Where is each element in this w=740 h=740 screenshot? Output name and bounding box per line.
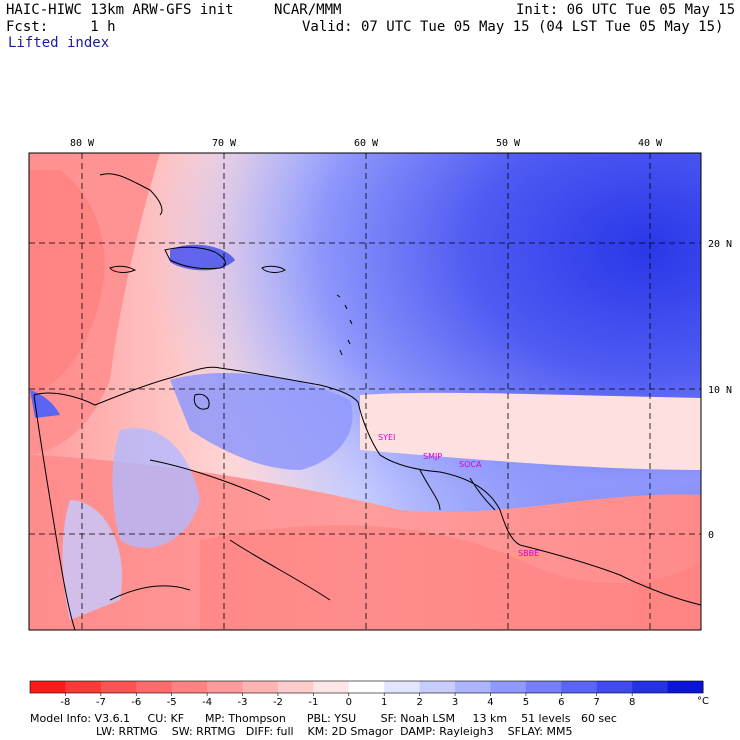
- colorbar-swatch: [242, 681, 279, 693]
- colorbar-tick-label: 5: [523, 697, 529, 708]
- colorbar-tick-label: 6: [558, 697, 564, 708]
- field-name: Lifted index: [8, 35, 110, 51]
- colorbar-frame: [29, 680, 704, 694]
- colorbar-tick-label: 4: [487, 697, 493, 708]
- colorbar-swatch: [596, 681, 633, 693]
- colorbar-tick-label: 3: [452, 697, 458, 708]
- colorbar-tick-label: -7: [96, 697, 106, 708]
- init-time: Init: 06 UTC Tue 05 May 15: [516, 2, 736, 18]
- colorbar-tick-label: 2: [416, 697, 422, 708]
- colorbar-swatch: [171, 681, 208, 693]
- colorbar-swatch: [100, 681, 137, 693]
- lon-label: 40 W: [638, 138, 663, 149]
- model-title: HAIC-HIWC 13km ARW-GFS init: [6, 2, 234, 18]
- model-info-line2: LW: RRTMG SW: RRTMG DIFF: full KM: 2D Sm…: [96, 725, 573, 738]
- colorbar-tick-label: -8: [60, 697, 70, 708]
- station-label: SYEI: [378, 433, 395, 442]
- light-band: [360, 392, 701, 470]
- colorbar-tick-label: -3: [238, 697, 248, 708]
- colorbar-tick-label: 7: [594, 697, 600, 708]
- colorbar-swatch: [30, 681, 66, 693]
- colorbar-swatch: [136, 681, 173, 693]
- colorbar-swatch: [561, 681, 598, 693]
- stable-hispaniola: [170, 244, 235, 271]
- colorbar-unit: °C: [697, 696, 709, 707]
- colorbar-swatch: [419, 681, 456, 693]
- colorbar-swatch: [277, 681, 314, 693]
- lon-label: 50 W: [496, 138, 521, 149]
- colorbar-swatch: [455, 681, 491, 693]
- colorbar-tick-label: -4: [202, 697, 212, 708]
- lat-label: 0: [708, 530, 714, 541]
- graticule: [29, 153, 701, 630]
- station-label: SBBE: [518, 549, 539, 558]
- colorbar: -8 -7 -6 -5 -4 -3 -2 -1 0 1 2 3 4 5 6 7 8: [29, 680, 704, 708]
- map-frame: [28, 152, 702, 631]
- lat-label: 10 N: [708, 385, 732, 396]
- colorbar-swatch: [384, 681, 421, 693]
- model-info-line1: Model Info: V3.6.1 CU: KF MP: Thompson P…: [30, 712, 617, 725]
- colorbar-swatch: [65, 681, 102, 693]
- colorbar-swatch: [313, 681, 350, 693]
- stable-venezuela: [170, 372, 353, 470]
- lat-label: 20 N: [708, 239, 732, 250]
- colorbar-tick-label: -1: [308, 697, 318, 708]
- station-label: SOCA: [459, 460, 482, 469]
- colorbar-tick-label: -2: [273, 697, 283, 708]
- colorbar-swatch: [207, 681, 244, 693]
- lon-label: 60 W: [354, 138, 379, 149]
- colorbar-tick-label: 0: [346, 697, 352, 708]
- valid-time: Valid: 07 UTC Tue 05 May 15 (04 LST Tue …: [302, 19, 724, 35]
- lon-label: 70 W: [212, 138, 237, 149]
- lon-label: 80 W: [70, 138, 95, 149]
- colorbar-swatch: [348, 681, 385, 693]
- organization-label: NCAR/MMM: [274, 2, 342, 18]
- colorbar-tick-label: 1: [381, 697, 387, 708]
- colorbar-swatch: [490, 681, 527, 693]
- colorbar-swatch: [525, 681, 562, 693]
- colorbar-tick-label: -5: [167, 697, 177, 708]
- colorbar-tick-label: 8: [629, 697, 635, 708]
- colorbar-swatch: [632, 681, 669, 693]
- forecast-hour: Fcst: 1 h: [6, 19, 116, 35]
- station-label: SMJP: [423, 452, 442, 461]
- colorbar-swatch: [667, 681, 704, 693]
- colorbar-tick-label: -6: [131, 697, 141, 708]
